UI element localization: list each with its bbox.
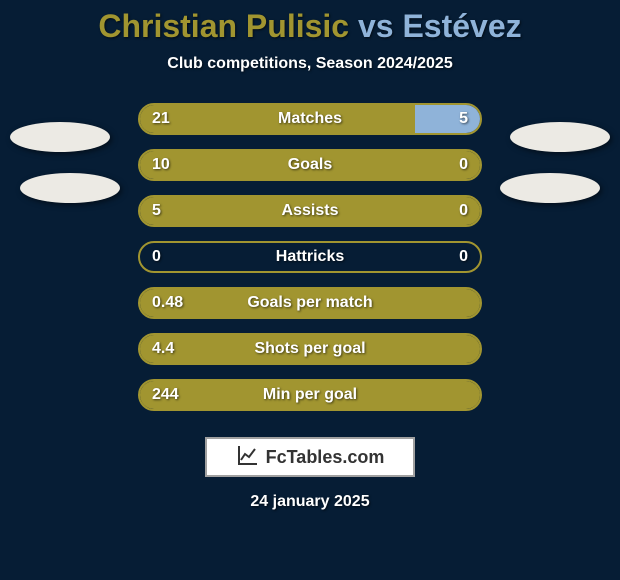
stat-value-left: 4.4	[152, 340, 174, 358]
stats-list: 21 5 Matches 10 0 Goals 5 0 Assists 0 0 Hattricks 0.…	[0, 103, 620, 411]
stat-value-right: 5	[459, 110, 468, 128]
stat-fill-right	[415, 105, 480, 133]
stat-row: 244 Min per goal	[138, 379, 482, 411]
footer-date: 24 january 2025	[0, 493, 620, 511]
stat-row: 5 0 Assists	[138, 195, 482, 227]
stat-value-left: 21	[152, 110, 170, 128]
title-vs: vs	[349, 8, 402, 44]
team-badge-left-2	[20, 173, 120, 203]
stat-label: Shots per goal	[254, 340, 365, 358]
stat-value-left: 0.48	[152, 294, 183, 312]
title-player-right: Estévez	[402, 8, 521, 44]
team-badge-right-2	[500, 173, 600, 203]
stat-label: Min per goal	[263, 386, 357, 404]
stat-row: 4.4 Shots per goal	[138, 333, 482, 365]
stat-value-left: 244	[152, 386, 179, 404]
stat-row: 21 5 Matches	[138, 103, 482, 135]
page-title: Christian Pulisic vs Estévez	[0, 0, 620, 45]
team-badge-left-1	[10, 122, 110, 152]
stat-value-left: 0	[152, 248, 161, 266]
stat-value-right: 0	[459, 156, 468, 174]
comparison-card: Christian Pulisic vs Estévez Club compet…	[0, 0, 620, 580]
title-player-left: Christian Pulisic	[98, 8, 349, 44]
stat-label: Hattricks	[276, 248, 344, 266]
stat-label: Goals per match	[247, 294, 372, 312]
source-logo: FcTables.com	[205, 437, 415, 477]
subtitle: Club competitions, Season 2024/2025	[0, 55, 620, 73]
stat-row: 10 0 Goals	[138, 149, 482, 181]
stat-label: Assists	[282, 202, 339, 220]
stat-label: Matches	[278, 110, 342, 128]
chart-icon	[236, 443, 260, 472]
source-logo-text: FcTables.com	[266, 447, 385, 468]
stat-label: Goals	[288, 156, 332, 174]
stat-row: 0.48 Goals per match	[138, 287, 482, 319]
stat-value-left: 5	[152, 202, 161, 220]
stat-row: 0 0 Hattricks	[138, 241, 482, 273]
stat-value-right: 0	[459, 248, 468, 266]
stat-value-left: 10	[152, 156, 170, 174]
stat-value-right: 0	[459, 202, 468, 220]
team-badge-right-1	[510, 122, 610, 152]
